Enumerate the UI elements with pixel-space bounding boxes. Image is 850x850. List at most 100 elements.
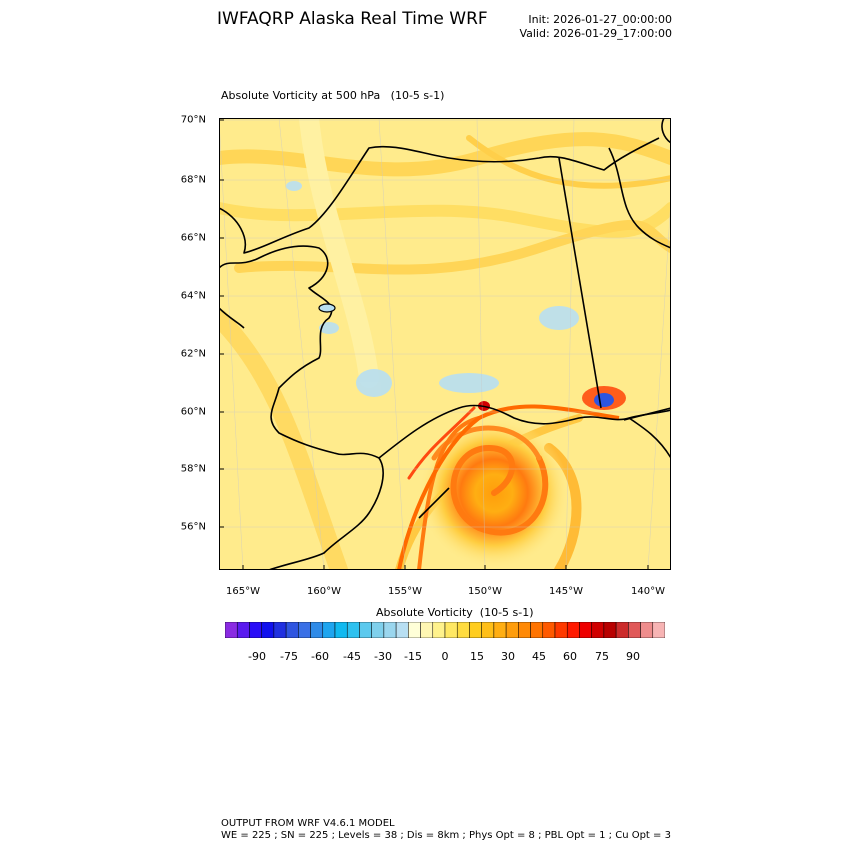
colorbar-label: -30: [374, 650, 392, 663]
vorticity-band: [299, 118, 379, 388]
colorbar: [225, 622, 665, 638]
lat-label: 66°N: [180, 232, 206, 244]
colorbar-label: 15: [470, 650, 484, 663]
colorbar-swatch: [420, 622, 434, 638]
colorbar-swatch: [456, 622, 470, 638]
colorbar-swatch: [505, 622, 519, 638]
lat-label: 60°N: [180, 406, 206, 418]
colorbar-swatch: [273, 622, 287, 638]
lon-label: 160°W: [307, 586, 341, 597]
colorbar-title: Absolute Vorticity (10-5 s-1): [376, 606, 534, 619]
vorticity-band: [219, 309, 348, 570]
vorticity-band: [234, 219, 671, 275]
colorbar-swatch: [408, 622, 421, 638]
colorbar-swatch: [298, 622, 311, 638]
alaska-coastline: [219, 307, 245, 329]
graticule-line: [476, 118, 486, 570]
graticule-line: [565, 118, 575, 570]
colorbar-swatch: [603, 622, 617, 638]
alaska-coastline: [219, 137, 660, 254]
lon-label: 165°W: [226, 586, 260, 597]
valid-time: Valid: 2026-01-29_17:00:00: [519, 27, 672, 40]
colorbar-label: -45: [343, 650, 361, 663]
init-time: Init: 2026-01-27_00:00:00: [528, 13, 672, 26]
canada-coastline: [608, 147, 671, 249]
colorbar-swatch: [249, 622, 262, 638]
colorbar-swatch: [261, 622, 275, 638]
graticule-line: [278, 118, 325, 570]
canada-border: [558, 157, 602, 409]
alaska-coastline: [219, 245, 335, 454]
negative-vorticity-patch: [539, 306, 579, 330]
canada-coastline: [661, 118, 671, 144]
colorbar-swatch: [346, 622, 360, 638]
colorbar-label: -75: [280, 650, 298, 663]
colorbar-label: 75: [595, 650, 609, 663]
colorbar-swatch: [469, 622, 482, 638]
colorbar-label: 45: [532, 650, 546, 663]
coastal-band: [397, 404, 620, 570]
colorbar-swatch: [481, 622, 495, 638]
storm-arm: [407, 406, 476, 480]
low-vorticity-core: [594, 393, 614, 407]
lat-label: 62°N: [180, 348, 206, 360]
colorbar-swatch: [615, 622, 629, 638]
colorbar-label: 30: [501, 650, 515, 663]
alaska-coastline: [268, 452, 384, 570]
colorbar-swatch: [371, 622, 385, 638]
colorbar-swatch: [518, 622, 531, 638]
canada-border: [623, 407, 671, 421]
footer-model: OUTPUT FROM WRF V4.6.1 MODEL: [221, 818, 395, 829]
storm-arm: [417, 416, 481, 570]
colorbar-label: 90: [626, 650, 640, 663]
vorticity-band: [219, 132, 671, 177]
plot-subtitle: Absolute Vorticity at 500 hPa (10-5 s-1): [221, 89, 445, 102]
colorbar-label: 60: [563, 650, 577, 663]
colorbar-swatch: [493, 622, 507, 638]
colorbar-swatch: [395, 622, 409, 638]
lake-iliamna: [318, 303, 336, 313]
colorbar-swatch: [579, 622, 592, 638]
colorbar-swatch: [566, 622, 580, 638]
negative-vorticity-patch: [319, 322, 339, 334]
lon-label: 140°W: [631, 586, 665, 597]
alaska-coastline: [418, 487, 450, 519]
lat-label: 58°N: [180, 463, 206, 475]
colorbar-swatch: [628, 622, 641, 638]
lat-label: 64°N: [180, 290, 206, 302]
colorbar-swatch: [640, 622, 654, 638]
vorticity-band: [466, 135, 671, 189]
colorbar-swatch: [225, 622, 238, 638]
graticule-line: [378, 118, 406, 570]
lon-label: 155°W: [388, 586, 422, 597]
page-title: IWFAQRP Alaska Real Time WRF: [217, 9, 488, 29]
footer-config: WE = 225 ; SN = 225 ; Levels = 38 ; Dis …: [221, 830, 671, 841]
colorbar-swatch: [652, 622, 665, 638]
graticule-line: [219, 118, 244, 570]
map-frame: [219, 118, 671, 570]
lon-label: 150°W: [468, 586, 502, 597]
vorticity-map: [219, 118, 671, 570]
negative-vorticity-patch: [439, 373, 499, 393]
colorbar-swatch: [432, 622, 446, 638]
lat-label: 56°N: [180, 521, 206, 533]
lon-label: 145°W: [549, 586, 583, 597]
colorbar-label: 0: [441, 650, 449, 663]
negative-vorticity-patch: [286, 181, 302, 191]
colorbar-swatch: [359, 622, 372, 638]
colorbar-label: -90: [248, 650, 266, 663]
colorbar-swatch: [236, 622, 250, 638]
colorbar-swatch: [383, 622, 397, 638]
colorbar-swatch: [554, 622, 568, 638]
storm-arm: [450, 444, 549, 536]
graticule-line: [647, 197, 671, 570]
negative-vorticity-patch: [356, 369, 392, 397]
colorbar-swatch: [285, 622, 299, 638]
colorbar-swatch: [542, 622, 556, 638]
colorbar-swatch: [310, 622, 324, 638]
colorbar-swatch: [530, 622, 544, 638]
colorbar-swatch: [591, 622, 605, 638]
colorbar-swatch: [444, 622, 458, 638]
canada-coastline: [628, 417, 671, 459]
lat-label: 68°N: [180, 174, 206, 186]
